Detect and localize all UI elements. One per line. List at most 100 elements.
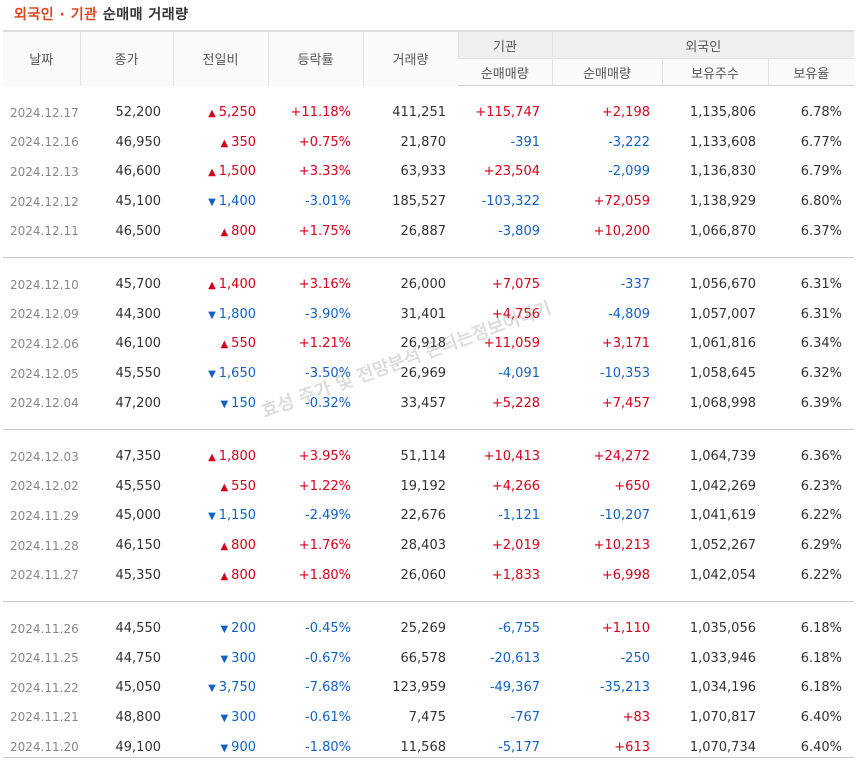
- table-row: 2024.12.11 46,500 ▲ 800 +1.75% 26,887 -3,809 +1…: [3, 216, 854, 246]
- foreign-net-cell: +3,171: [601, 336, 650, 352]
- table-row: 2024.11.26 44,550 ▼ 200 -0.45% 25,269 -6,755 +1…: [3, 614, 854, 644]
- change-cell: ▼ 1,800: [173, 300, 268, 330]
- change-cell: ▼ 300: [173, 644, 268, 674]
- inst-net-cell: +7,075: [491, 277, 540, 293]
- table-row: 2024.12.12 45,100 ▼ 1,400 -3.01% 185,527 -103,…: [3, 187, 854, 217]
- foreign-net-cell: +10,200: [593, 223, 650, 239]
- header-close: 종가: [79, 30, 173, 86]
- date-cell: 2024.12.13: [10, 164, 79, 179]
- rate-cell: +11.18%: [290, 105, 351, 121]
- foreign-ratio-cell: 6.18%: [800, 621, 843, 637]
- change-cell: ▼ 1,650: [173, 359, 268, 389]
- header-foreign-ratio: 보유율: [767, 58, 855, 86]
- date-cell: 2024.12.12: [10, 194, 79, 209]
- date-cell: 2024.11.28: [10, 538, 79, 553]
- change-value: 800: [231, 538, 256, 554]
- change-value: 150: [231, 395, 256, 411]
- down-triangle-icon: ▼: [220, 398, 229, 410]
- change-value: 3,750: [218, 680, 256, 696]
- change-cell: ▲ 1,400: [173, 270, 268, 300]
- change-cell: ▲ 550: [173, 472, 268, 502]
- change-cell: ▼ 1,150: [173, 501, 268, 531]
- rate-cell: -0.32%: [305, 395, 351, 411]
- date-cell: 2024.11.25: [10, 651, 79, 666]
- close-cell: 47,200: [115, 395, 162, 411]
- group-separator: [3, 245, 855, 258]
- rate-cell: -7.68%: [305, 680, 351, 696]
- foreign-hold-cell: 1,061,816: [689, 336, 756, 352]
- title-institution: 기관: [70, 7, 98, 23]
- rate-cell: -0.45%: [305, 621, 351, 637]
- header-inst-net: 순매매량: [458, 58, 552, 86]
- close-cell: 44,550: [115, 621, 162, 637]
- change-value: 1,400: [218, 277, 256, 293]
- foreign-hold-cell: 1,068,998: [689, 395, 756, 411]
- date-cell: 2024.12.02: [10, 479, 79, 494]
- table-row: 2024.11.25 44,750 ▼ 300 -0.67% 66,578 -20,613 -…: [3, 644, 854, 674]
- change-cell: ▼ 900: [173, 732, 268, 762]
- foreign-ratio-cell: 6.23%: [800, 478, 843, 494]
- date-cell: 2024.11.26: [10, 621, 79, 636]
- up-triangle-icon: ▲: [208, 167, 216, 179]
- title-foreign: 외국인: [14, 7, 55, 23]
- foreign-net-cell: +7,457: [601, 395, 650, 411]
- volume-cell: 123,959: [392, 680, 446, 696]
- foreign-hold-cell: 1,034,196: [689, 680, 756, 696]
- foreign-net-cell: -3,222: [608, 134, 650, 150]
- date-cell: 2024.12.04: [10, 396, 79, 411]
- foreign-hold-cell: 1,058,645: [689, 366, 756, 382]
- date-cell: 2024.11.29: [10, 508, 79, 523]
- up-triangle-icon: ▲: [208, 108, 216, 120]
- group-spacer: [3, 86, 854, 99]
- table-body: 2024.12.17 52,200 ▲ 5,250 +11.18% 411,251 +115…: [3, 86, 855, 762]
- up-triangle-icon: ▲: [220, 339, 229, 351]
- table-row: 2024.12.13 46,600 ▲ 1,500 +3.33% 63,933 +23,50…: [3, 157, 854, 187]
- change-value: 900: [231, 739, 256, 755]
- table-row: 2024.12.03 47,350 ▲ 1,800 +3.95% 51,114 +10,41…: [3, 442, 854, 472]
- group-separator: [3, 589, 855, 602]
- change-cell: ▲ 350: [173, 128, 268, 158]
- table-row: 2024.11.29 45,000 ▼ 1,150 -2.49% 22,676 -1,121…: [3, 501, 854, 531]
- up-triangle-icon: ▲: [208, 280, 216, 292]
- inst-net-cell: -767: [510, 709, 540, 725]
- inst-net-cell: -103,322: [481, 194, 540, 210]
- change-value: 200: [231, 621, 256, 637]
- foreign-net-cell: -2,099: [608, 164, 650, 180]
- date-cell: 2024.11.27: [10, 568, 79, 583]
- foreign-net-cell: -10,353: [599, 366, 650, 382]
- title-separator: ·: [54, 7, 71, 23]
- close-cell: 46,500: [115, 223, 162, 239]
- volume-cell: 7,475: [408, 709, 446, 725]
- inst-net-cell: +4,756: [491, 306, 540, 322]
- table-row: 2024.11.20 49,100 ▼ 900 -1.80% 11,568 -5,177 +6…: [3, 732, 854, 762]
- inst-net-cell: +1,833: [491, 567, 540, 583]
- foreign-net-cell: -250: [620, 650, 650, 666]
- change-value: 550: [231, 478, 256, 494]
- rate-cell: -0.67%: [305, 650, 351, 666]
- foreign-hold-cell: 1,066,870: [689, 223, 756, 239]
- table-row: 2024.12.02 45,550 ▲ 550 +1.22% 19,192 +4,266 +6…: [3, 472, 854, 502]
- change-cell: ▼ 1,400: [173, 187, 268, 217]
- down-triangle-icon: ▼: [208, 197, 216, 209]
- foreign-hold-cell: 1,052,267: [689, 538, 756, 554]
- change-value: 300: [231, 650, 256, 666]
- foreign-ratio-cell: 6.29%: [800, 538, 843, 554]
- foreign-hold-cell: 1,070,817: [689, 709, 756, 725]
- group-spacer: [3, 429, 854, 442]
- rate-cell: -3.50%: [305, 366, 351, 382]
- close-cell: 45,700: [115, 277, 162, 293]
- date-cell: 2024.12.16: [10, 135, 79, 150]
- close-cell: 44,750: [115, 650, 162, 666]
- foreign-net-cell: +72,059: [593, 194, 650, 210]
- down-triangle-icon: ▼: [220, 653, 229, 665]
- inst-net-cell: +5,228: [491, 395, 540, 411]
- foreign-net-cell: +24,272: [593, 449, 650, 465]
- inst-net-cell: -3,809: [498, 223, 540, 239]
- rate-cell: +1.80%: [298, 567, 351, 583]
- change-cell: ▲ 800: [173, 531, 268, 561]
- volume-cell: 51,114: [400, 449, 447, 465]
- change-value: 1,400: [218, 194, 256, 210]
- close-cell: 45,350: [115, 567, 162, 583]
- up-triangle-icon: ▲: [220, 226, 229, 238]
- volume-cell: 33,457: [400, 395, 447, 411]
